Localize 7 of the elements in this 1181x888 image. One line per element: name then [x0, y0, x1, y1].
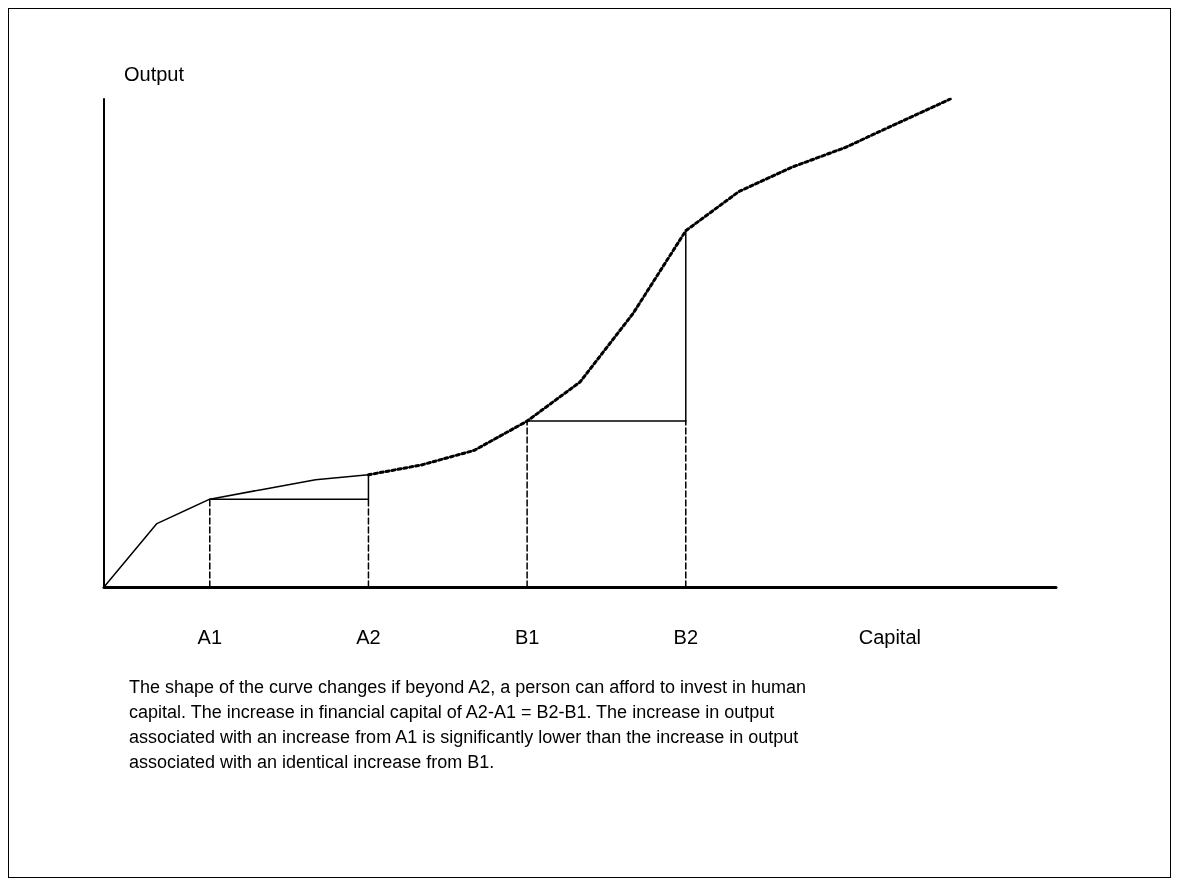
x-tick-label: B1	[514, 626, 540, 648]
x-tick-label: A1	[197, 626, 223, 648]
x-axis-title: Capital	[858, 626, 921, 648]
x-tick-label: A2	[356, 626, 381, 648]
text: The shape of the curve changes if beyond A2, a person can afford to invest in human capital. The increase in financial capital of A2-A1 = B2-B1. The increase in output associated with an increase from A1 is significantly lower than the increase in output associated with an identical increase from B1.	[129, 676, 812, 772]
x-tick-label: B2	[673, 626, 699, 648]
y-axis-title: Output	[124, 63, 185, 85]
